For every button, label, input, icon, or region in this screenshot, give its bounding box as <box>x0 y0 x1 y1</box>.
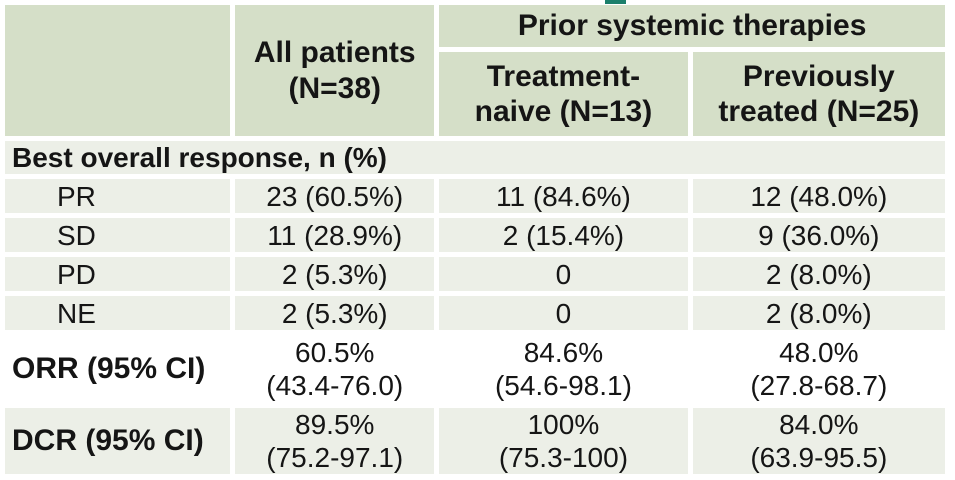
dcr-previously-treated-value: 84.0% (63.9-95.5) <box>692 408 945 475</box>
row-label-pr: PR <box>5 179 231 214</box>
header-cell-all-patients: All patients (N=38) <box>235 5 435 136</box>
ne-treatment-naive-value: 0 <box>439 296 688 331</box>
ne-all-patients-value: 2 (5.3%) <box>235 296 435 331</box>
dcr-all-line2: (75.2-97.1) <box>266 442 404 474</box>
header-cell-prior-systemic-therapies: Prior systemic therapies <box>439 5 945 47</box>
table-row: SD 11 (28.9%) 2 (15.4%) 9 (36.0%) <box>5 218 945 253</box>
orr-naive-line1: 84.6% <box>523 337 604 368</box>
orr-all-line1: 60.5% <box>295 337 375 368</box>
orr-naive-line2: (54.6-98.1) <box>494 370 632 402</box>
table-row: PD 2 (5.3%) 0 2 (8.0%) <box>5 257 945 292</box>
orr-treated-line1: 48.0% <box>779 337 859 368</box>
pd-previously-treated-value: 2 (8.0%) <box>692 257 945 292</box>
row-label-pd: PD <box>5 257 231 292</box>
row-label-orr: ORR (95% CI) <box>5 335 231 404</box>
dcr-treated-line1: 84.0% <box>779 409 859 441</box>
orr-all-line2: (43.4-76.0) <box>266 370 404 402</box>
treatment-naive-line2: naive (N=13) <box>474 95 653 128</box>
sd-previously-treated-value: 9 (36.0%) <box>692 218 945 253</box>
pd-treatment-naive-value: 0 <box>439 257 688 292</box>
previously-treated-line2: treated (N=25) <box>718 95 920 128</box>
orr-previously-treated-value: 48.0% (27.8-68.7) <box>692 335 945 404</box>
sd-treatment-naive-value: 2 (15.4%) <box>439 218 688 253</box>
orr-all-patients-value: 60.5% (43.4-76.0) <box>235 335 435 404</box>
table-row: NE 2 (5.3%) 0 2 (8.0%) <box>5 296 945 331</box>
dcr-all-patients-value: 89.5% (75.2-97.1) <box>235 408 435 475</box>
pd-all-patients-value: 2 (5.3%) <box>235 257 435 292</box>
all-patients-line2: (N=38) <box>288 71 381 105</box>
table-row: All patients (N=38) Prior systemic thera… <box>5 5 945 136</box>
dcr-treated-line2: (63.9-95.5) <box>750 442 888 474</box>
sd-all-patients-value: 11 (28.9%) <box>235 218 435 253</box>
pr-all-patients-value: 23 (60.5%) <box>235 179 435 214</box>
treatment-naive-line1: Treatment- <box>486 59 641 93</box>
section-header-best-overall-response: Best overall response, n (%) <box>5 141 945 175</box>
row-label-ne: NE <box>5 296 231 331</box>
cropped-text-artifact <box>605 0 626 4</box>
dcr-naive-line1: 100% <box>527 409 600 441</box>
table-row: ORR (95% CI) 60.5% (43.4-76.0) 84.6% (54… <box>5 335 945 404</box>
header-cell-treatment-naive: Treatment- naive (N=13) <box>439 52 688 136</box>
all-patients-line1: All patients <box>253 36 416 70</box>
dcr-treatment-naive-value: 100% (75.3-100) <box>439 408 688 475</box>
pr-previously-treated-value: 12 (48.0%) <box>692 179 945 214</box>
header-cell-previously-treated: Previously treated (N=25) <box>692 52 945 136</box>
table-row: Best overall response, n (%) <box>5 141 945 175</box>
table-row: DCR (95% CI) 89.5% (75.2-97.1) 100% (75.… <box>5 408 945 475</box>
row-label-dcr: DCR (95% CI) <box>5 408 231 475</box>
row-label-sd: SD <box>5 218 231 253</box>
dcr-all-line1: 89.5% <box>295 409 375 441</box>
dcr-naive-line2: (75.3-100) <box>498 442 629 474</box>
header-cell-corner <box>5 5 231 136</box>
table-row: Treatment- naive (N=13) Previously treat… <box>5 52 945 136</box>
ne-previously-treated-value: 2 (8.0%) <box>692 296 945 331</box>
orr-treatment-naive-value: 84.6% (54.6-98.1) <box>439 335 688 404</box>
table-row: PR 23 (60.5%) 11 (84.6%) 12 (48.0%) <box>5 179 945 214</box>
orr-treated-line2: (27.8-68.7) <box>750 370 888 402</box>
previously-treated-line1: Previously <box>742 59 895 93</box>
pr-treatment-naive-value: 11 (84.6%) <box>439 179 688 214</box>
